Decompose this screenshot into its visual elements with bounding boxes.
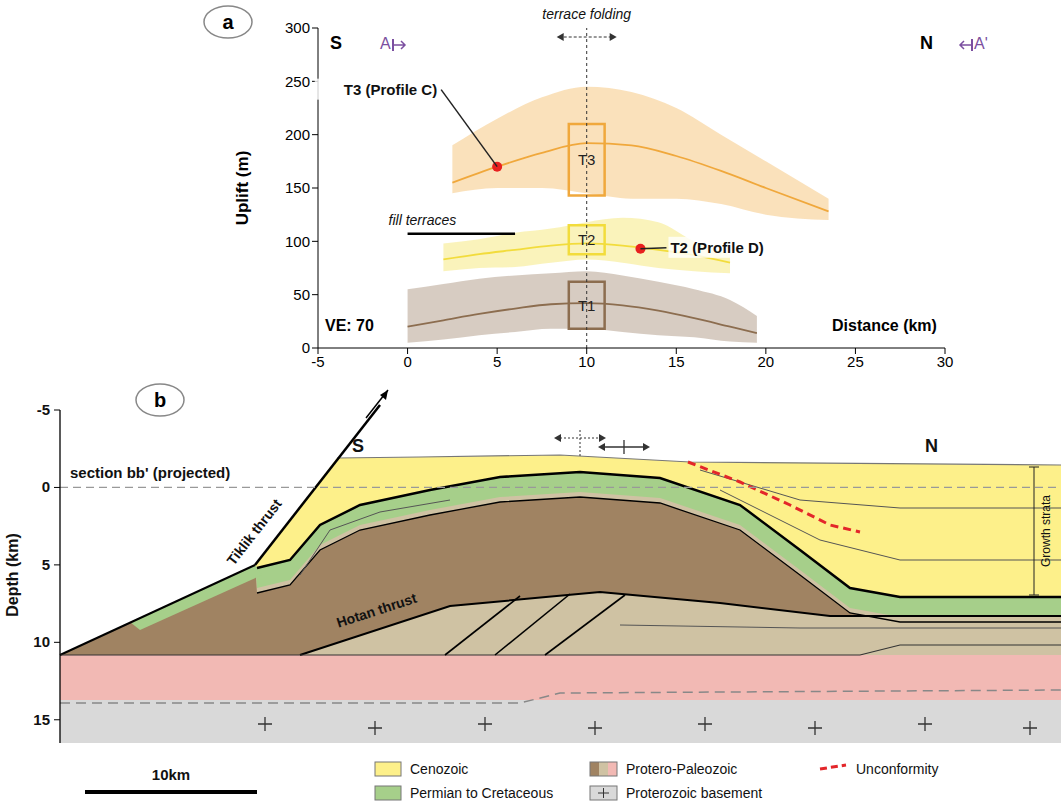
- svg-text:T3 (Profile C): T3 (Profile C): [344, 81, 437, 98]
- svg-text:b: b: [154, 389, 166, 411]
- svg-text:Growth strata: Growth strata: [1039, 495, 1053, 567]
- html-text:Distance (km): Distance (km): [832, 317, 937, 334]
- svg-text:30: 30: [937, 353, 954, 370]
- svg-text:100: 100: [285, 233, 310, 250]
- svg-text:5: 5: [493, 353, 501, 370]
- svg-text:10: 10: [33, 633, 50, 650]
- svg-text:Hotan thrust: Hotan thrust: [334, 590, 418, 631]
- svg-text:terrace folding: terrace folding: [542, 6, 631, 22]
- html-text:VE: 70: VE: 70: [325, 317, 374, 334]
- svg-text:T1: T1: [578, 297, 596, 314]
- svg-text:N: N: [925, 436, 938, 456]
- svg-text:section bb' (projected): section bb' (projected): [70, 464, 230, 481]
- svg-text:15: 15: [33, 711, 50, 728]
- svg-text:Cenozoic: Cenozoic: [410, 761, 468, 777]
- svg-text:0: 0: [42, 478, 50, 495]
- svg-text:Depth (km): Depth (km): [4, 533, 21, 617]
- svg-text:25: 25: [847, 353, 864, 370]
- svg-text:200: 200: [285, 126, 310, 143]
- svg-text:10: 10: [578, 353, 595, 370]
- svg-text:Uplift (m): Uplift (m): [233, 151, 252, 226]
- svg-text:Tiklik thrust: Tiklik thrust: [223, 496, 285, 568]
- svg-text:150: 150: [285, 179, 310, 196]
- svg-text:Unconformity: Unconformity: [856, 761, 938, 777]
- svg-text:T3: T3: [578, 151, 596, 168]
- svg-text:-5: -5: [311, 353, 324, 370]
- html-text:N: N: [920, 33, 933, 53]
- svg-text:T2 (Profile D): T2 (Profile D): [670, 239, 763, 256]
- html-text:A': A': [974, 35, 988, 52]
- svg-text:-5: -5: [37, 401, 50, 418]
- svg-text:Permian to Cretaceous: Permian to Cretaceous: [410, 785, 553, 801]
- svg-text:S: S: [352, 436, 364, 456]
- svg-text:300: 300: [285, 19, 310, 36]
- svg-text:10km: 10km: [152, 766, 190, 783]
- html-text:A: A: [380, 35, 391, 52]
- svg-text:0: 0: [403, 353, 411, 370]
- svg-text:50: 50: [293, 286, 310, 303]
- svg-text:0: 0: [302, 339, 310, 356]
- svg-text:Protero-Paleozoic: Protero-Paleozoic: [626, 761, 737, 777]
- svg-text:5: 5: [42, 556, 50, 573]
- html-text:S: S: [330, 33, 342, 53]
- svg-text:fill terraces: fill terraces: [389, 212, 457, 228]
- svg-text:15: 15: [668, 353, 685, 370]
- svg-text:20: 20: [758, 353, 775, 370]
- svg-text:250: 250: [285, 73, 310, 90]
- svg-text:a: a: [222, 11, 234, 33]
- svg-text:Proterozoic basement: Proterozoic basement: [626, 785, 762, 801]
- svg-text:T2: T2: [578, 231, 596, 248]
